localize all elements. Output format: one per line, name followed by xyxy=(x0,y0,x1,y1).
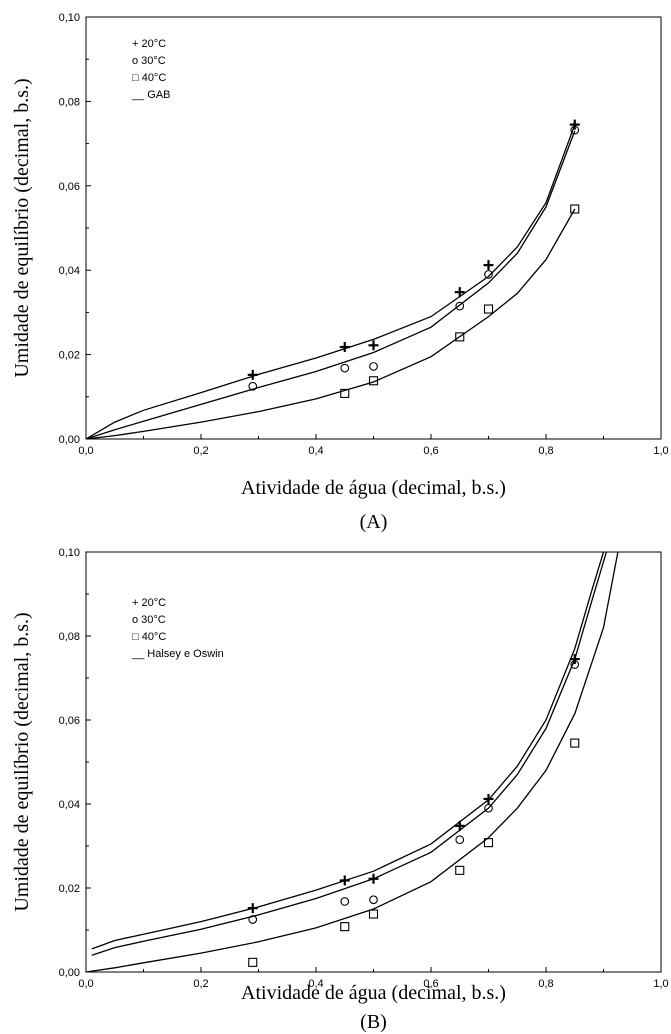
chart-panel-a: 0,0 0,2 0,4 0,6 0,8 1,0 0,00 0,02 0,04 0,06 0,08 0,… xyxy=(11,12,669,533)
data-point-square xyxy=(483,838,494,848)
data-point-plus xyxy=(247,369,258,380)
data-point-circle xyxy=(248,915,258,924)
series-1 xyxy=(247,654,580,914)
y-tick-label: 0,10 xyxy=(59,547,80,559)
legend-entry: o 30°C xyxy=(132,614,166,626)
fit-curve-1 xyxy=(91,552,605,950)
legend-entry: __ GAB xyxy=(131,89,171,101)
series-3 xyxy=(248,738,580,967)
panel-label: (A) xyxy=(360,511,388,533)
data-point-plus xyxy=(454,820,465,831)
legend: + 20°C o 30°C □ 40°C __ GAB xyxy=(131,38,171,101)
fit-curves xyxy=(86,124,576,439)
legend-entry: o 30°C xyxy=(132,55,166,67)
data-point-square xyxy=(455,865,465,875)
data-point-plus xyxy=(454,287,465,298)
data-point-circle xyxy=(369,362,378,371)
x-tick-label: 0,6 xyxy=(423,445,438,457)
x-tick-label: 0,2 xyxy=(193,445,208,457)
x-tick-label: 0,2 xyxy=(193,978,208,990)
data-point-plus xyxy=(247,903,258,914)
data-point-circle xyxy=(570,660,580,669)
x-tick-label: 0,0 xyxy=(78,445,93,457)
x-tick-label: 0,8 xyxy=(538,978,553,990)
series-1 xyxy=(247,119,580,380)
data-point-circle xyxy=(369,895,378,905)
y-axis-title: Umidade de equilíbrio (decimal, b.s.) xyxy=(11,612,33,911)
fit-curve-3 xyxy=(86,552,619,972)
data-point-square xyxy=(570,204,580,214)
plot-frame xyxy=(85,16,662,440)
y-tick-label: 0,06 xyxy=(59,715,80,727)
y-tick-label: 0,06 xyxy=(59,181,80,193)
fit-curve-3 xyxy=(86,208,576,439)
x-tick-label: 1,0 xyxy=(653,978,668,990)
y-tick-label: 0,02 xyxy=(59,883,80,895)
data-point-plus xyxy=(368,340,379,351)
data-point-square xyxy=(248,957,258,967)
data-point-square xyxy=(570,738,580,748)
data-point-square xyxy=(340,922,350,932)
data-point-plus xyxy=(569,654,580,665)
data-point-plus xyxy=(483,793,494,804)
legend-entry: __ Halsey e Oswin xyxy=(131,648,224,660)
data-point-circle xyxy=(340,363,350,373)
legend: + 20°C o 30°C □ 40°C __ Halsey e Oswin xyxy=(131,597,224,660)
data-point-plus xyxy=(339,342,350,353)
data-point-square xyxy=(340,388,350,398)
y-tick-label: 0,00 xyxy=(59,967,80,979)
series-2 xyxy=(248,125,580,391)
data-point-circle xyxy=(455,835,465,845)
panel-label: (B) xyxy=(360,1011,387,1033)
y-tick-label: 0,08 xyxy=(59,631,80,643)
fit-curve-1 xyxy=(86,124,576,439)
data-point-plus xyxy=(569,119,580,130)
legend-entry: □ 40°C xyxy=(132,631,166,643)
fit-curve-2 xyxy=(86,130,576,439)
x-tick-label: 0,4 xyxy=(308,978,323,990)
data-point-square xyxy=(455,332,465,342)
legend-entry: + 20°C xyxy=(132,38,166,50)
y-tick-label: 0,04 xyxy=(59,799,80,811)
x-tick-label: 0,6 xyxy=(423,978,438,990)
x-tick-label: 0,8 xyxy=(538,445,553,457)
y-tick-label: 0,02 xyxy=(59,350,80,362)
x-axis-title: Atividade de água (decimal, b.s.) xyxy=(241,982,506,1004)
legend-entry: □ 40°C xyxy=(132,72,166,84)
data-point-plus xyxy=(339,875,350,886)
data-point-circle xyxy=(340,897,350,906)
data-point-square xyxy=(368,909,379,919)
x-tick-label: 0,0 xyxy=(78,978,93,990)
fit-curve-2 xyxy=(91,552,608,956)
y-tick-label: 0,04 xyxy=(59,265,80,277)
fit-curves xyxy=(86,552,619,972)
data-point-circle xyxy=(248,381,258,391)
chart-panel-b: 0,0 0,2 0,4 0,6 0,8 1,0 0,00 0,02 0,04 0,06 0,08 0,… xyxy=(11,547,669,1033)
data-point-circle xyxy=(455,301,465,311)
series-2 xyxy=(248,660,580,924)
x-tick-label: 0,4 xyxy=(308,445,323,457)
data-point-circle xyxy=(570,125,580,135)
data-point-circle xyxy=(484,270,493,279)
data-point-square xyxy=(368,376,379,386)
x-axis-title: Atividade de água (decimal, b.s.) xyxy=(241,477,506,499)
y-tick-label: 0,10 xyxy=(59,12,80,24)
y-tick-label: 0,00 xyxy=(59,434,80,446)
data-point-plus xyxy=(483,260,494,271)
x-tick-label: 1,0 xyxy=(653,445,668,457)
y-axis-title: Umidade de equilíbrio (decimal, b.s.) xyxy=(11,78,33,377)
legend-entry: + 20°C xyxy=(132,597,166,609)
series-3 xyxy=(340,204,580,398)
data-point-plus xyxy=(368,873,379,884)
data-point-square xyxy=(483,304,494,314)
data-point-circle xyxy=(484,803,493,813)
y-tick-label: 0,08 xyxy=(59,96,80,108)
